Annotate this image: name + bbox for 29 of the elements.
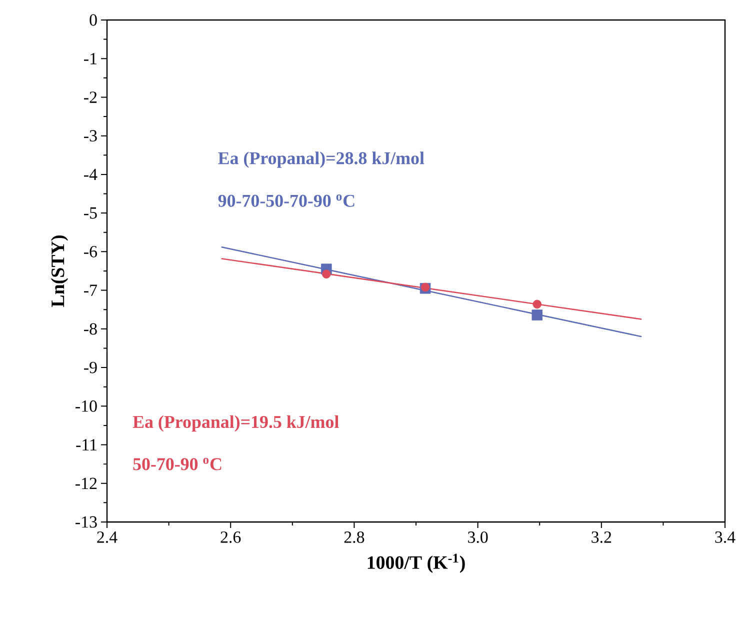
y-tick-label: -8: [84, 323, 97, 335]
y-axis-title: Ln(STY): [50, 236, 68, 307]
annotation: 90-70-50-70-90 $^{o}$C: [218, 194, 354, 207]
y-tick-label: -12: [76, 478, 97, 489]
x-tick-label: 3.2: [592, 531, 612, 543]
y-tick-label: -13: [76, 516, 97, 528]
annotation: Ea (Propanal)=28.8 kJ/mol: [218, 152, 424, 168]
point: [322, 270, 331, 278]
y-tick-label: -5: [84, 207, 97, 219]
y-tick-label: -9: [84, 362, 97, 374]
point: [532, 300, 542, 309]
y-tick-label: -1: [84, 53, 96, 64]
point: [532, 310, 543, 320]
y-tick-label: -2: [84, 92, 97, 103]
y-tick-label: 0: [90, 14, 97, 26]
x-tick-label: 2.8: [344, 531, 364, 543]
x-axis-title: 1000/T (K$^{-1}$): [368, 554, 465, 573]
x-tick-label: 3.4: [715, 531, 736, 543]
x-tick-label: 2.6: [220, 531, 241, 543]
annotation: Ea (Propanal)=19.5 kJ/mol: [132, 415, 339, 432]
annotation: 50-70-90 $^{o}$C: [133, 458, 222, 470]
y-tick-label: -10: [76, 400, 97, 412]
y-tick-label: -6: [84, 246, 98, 258]
y-tick-label: -7: [84, 284, 98, 296]
y-tick-label: -3: [84, 130, 97, 142]
y-tick-label: -11: [76, 439, 96, 450]
x-tick-label: 2.4: [97, 531, 118, 543]
x-tick-label: 3.0: [468, 531, 488, 543]
y-tick-label: -4: [84, 168, 98, 180]
